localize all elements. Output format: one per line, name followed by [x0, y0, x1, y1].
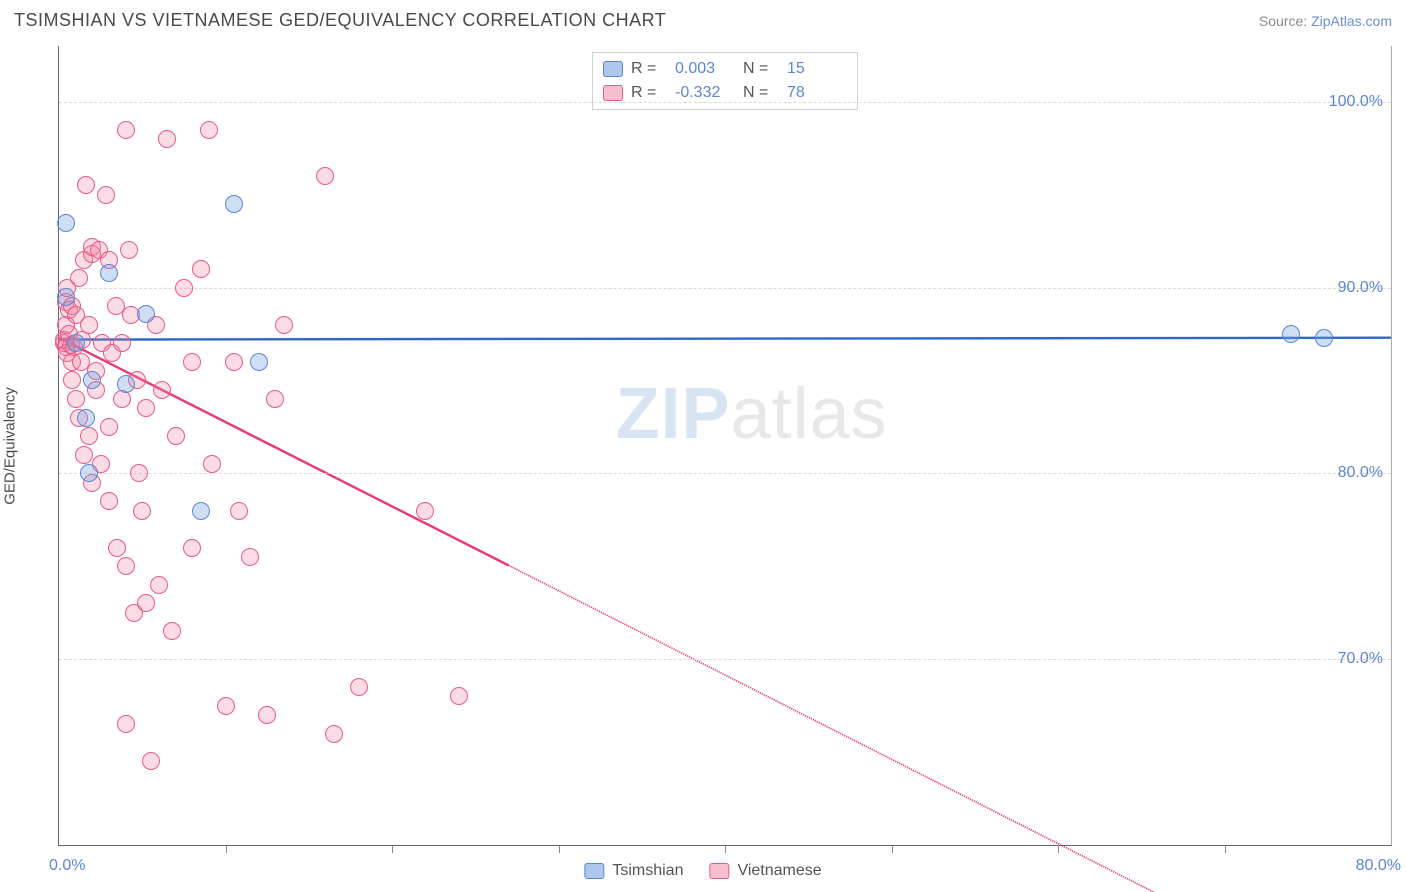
gridline-h	[59, 102, 1391, 103]
gridline-h	[59, 288, 1391, 289]
data-point-pink	[70, 269, 88, 287]
data-point-pink	[203, 455, 221, 473]
data-point-blue	[100, 264, 118, 282]
data-point-pink	[130, 464, 148, 482]
data-point-pink	[108, 539, 126, 557]
swatch-tsimshian	[603, 61, 623, 77]
x-tick	[892, 845, 893, 853]
data-point-pink	[217, 697, 235, 715]
data-point-blue	[57, 288, 75, 306]
source-attribution: Source: ZipAtlas.com	[1259, 13, 1392, 29]
swatch-vietnamese-icon	[709, 863, 729, 879]
data-point-pink	[158, 130, 176, 148]
legend-label-vietnamese: Vietnamese	[737, 862, 821, 880]
data-point-blue	[1282, 325, 1300, 343]
x-tick	[559, 845, 560, 853]
data-point-pink	[192, 260, 210, 278]
x-tick	[226, 845, 227, 853]
data-point-pink	[183, 539, 201, 557]
x-tick	[725, 845, 726, 853]
data-point-pink	[117, 557, 135, 575]
data-point-blue	[192, 502, 210, 520]
source-link[interactable]: ZipAtlas.com	[1311, 13, 1392, 29]
data-point-pink	[137, 399, 155, 417]
data-point-pink	[316, 167, 334, 185]
x-tick-label-max: 80.0%	[1356, 857, 1401, 875]
data-point-blue	[83, 371, 101, 389]
data-point-pink	[77, 176, 95, 194]
gridline-h	[59, 473, 1391, 474]
data-point-pink	[80, 427, 98, 445]
data-point-blue	[137, 305, 155, 323]
chart-area: GED/Equivalency ZIPatlas R = 0.003 N = 1…	[14, 46, 1392, 846]
data-point-pink	[183, 353, 201, 371]
data-point-pink	[241, 548, 259, 566]
series-legend: Tsimshian Vietnamese	[584, 862, 821, 880]
data-point-pink	[225, 353, 243, 371]
y-axis-label: GED/Equivalency	[2, 387, 19, 505]
data-point-blue	[67, 334, 85, 352]
trend-lines-svg	[59, 46, 1391, 845]
data-point-pink	[100, 418, 118, 436]
legend-item-vietnamese: Vietnamese	[709, 862, 821, 880]
data-point-blue	[1315, 329, 1333, 347]
data-point-pink	[258, 706, 276, 724]
data-point-pink	[75, 446, 93, 464]
data-point-pink	[163, 622, 181, 640]
data-point-blue	[225, 195, 243, 213]
data-point-blue	[57, 214, 75, 232]
n-value-tsimshian: 15	[787, 57, 847, 81]
x-tick	[1058, 845, 1059, 853]
data-point-pink	[416, 502, 434, 520]
swatch-vietnamese	[603, 85, 623, 101]
data-point-pink	[266, 390, 284, 408]
data-point-pink	[113, 334, 131, 352]
data-point-pink	[275, 316, 293, 334]
swatch-tsimshian-icon	[584, 863, 604, 879]
legend-label-tsimshian: Tsimshian	[612, 862, 683, 880]
data-point-pink	[142, 752, 160, 770]
data-point-pink	[133, 502, 151, 520]
data-point-pink	[63, 371, 81, 389]
y-tick-label: 70.0%	[1338, 650, 1383, 668]
r-value-tsimshian: 0.003	[675, 57, 735, 81]
data-point-pink	[97, 186, 115, 204]
data-point-pink	[150, 576, 168, 594]
y-tick-label: 80.0%	[1338, 464, 1383, 482]
data-point-pink	[175, 279, 193, 297]
x-tick-label-min: 0.0%	[49, 857, 85, 875]
data-point-pink	[167, 427, 185, 445]
data-point-pink	[230, 502, 248, 520]
y-tick-label: 100.0%	[1329, 93, 1383, 111]
data-point-pink	[67, 390, 85, 408]
data-point-blue	[117, 375, 135, 393]
x-tick	[392, 845, 393, 853]
data-point-blue	[250, 353, 268, 371]
data-point-blue	[77, 409, 95, 427]
data-point-blue	[80, 464, 98, 482]
data-point-pink	[325, 725, 343, 743]
data-point-pink	[117, 715, 135, 733]
legend-item-tsimshian: Tsimshian	[584, 862, 683, 880]
chart-title: TSIMSHIAN VS VIETNAMESE GED/EQUIVALENCY …	[14, 10, 666, 31]
data-point-pink	[80, 316, 98, 334]
data-point-pink	[450, 687, 468, 705]
legend-row-tsimshian: R = 0.003 N = 15	[603, 57, 847, 81]
data-point-pink	[100, 492, 118, 510]
y-tick-label: 90.0%	[1338, 279, 1383, 297]
gridline-h	[59, 659, 1391, 660]
plot-region: ZIPatlas R = 0.003 N = 15 R = -0.332 N =…	[58, 46, 1392, 846]
data-point-pink	[137, 594, 155, 612]
data-point-pink	[200, 121, 218, 139]
data-point-pink	[117, 121, 135, 139]
data-point-pink	[350, 678, 368, 696]
source-prefix: Source:	[1259, 13, 1311, 29]
n-label: N =	[743, 57, 779, 81]
data-point-pink	[153, 381, 171, 399]
r-label: R =	[631, 57, 667, 81]
x-tick	[1225, 845, 1226, 853]
data-point-pink	[120, 241, 138, 259]
